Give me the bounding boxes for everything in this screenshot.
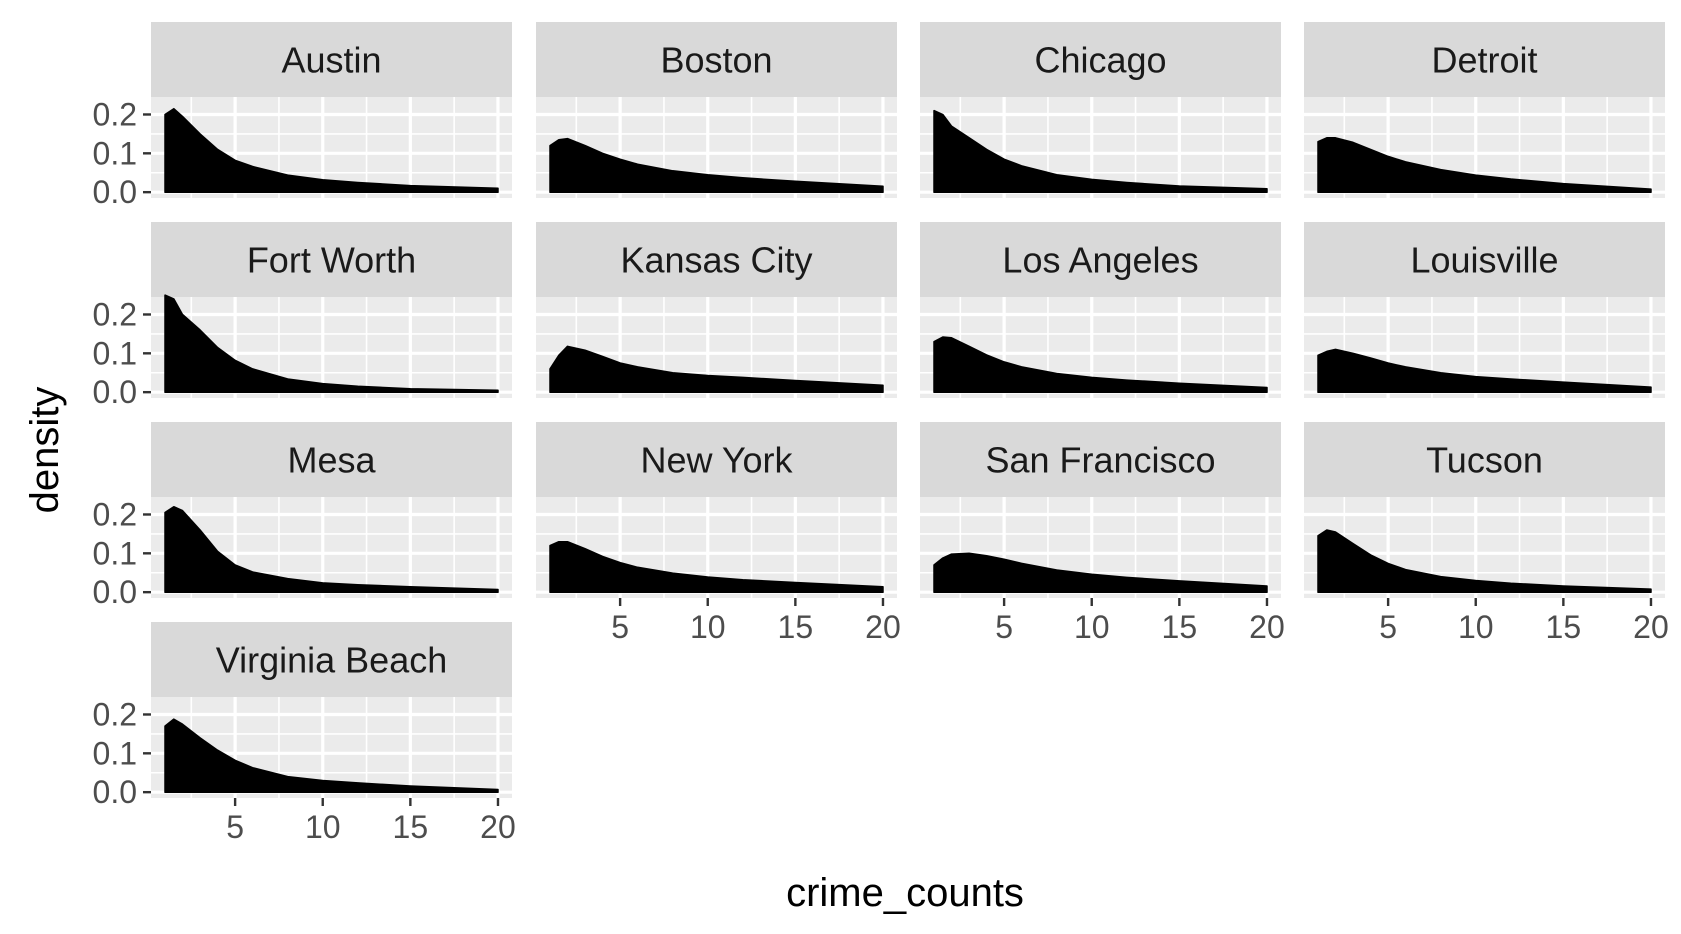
facet-label: Kansas City xyxy=(620,240,812,281)
facet-label: Austin xyxy=(281,40,381,81)
facet-panel: Louisville xyxy=(1304,222,1665,398)
density-area xyxy=(933,109,1268,193)
facet-label: Louisville xyxy=(1410,240,1558,281)
density-area xyxy=(933,552,1268,593)
facet-strip xyxy=(536,22,897,97)
y-tick-label: 0.1 xyxy=(93,735,137,771)
density-area xyxy=(1317,529,1652,593)
x-tick-label: 20 xyxy=(480,809,516,845)
x-tick-label: 10 xyxy=(305,809,341,845)
y-tick-label: 0.1 xyxy=(93,535,137,571)
facet-strip xyxy=(1304,422,1665,497)
facet-strip xyxy=(920,422,1281,497)
facet-strip xyxy=(151,22,512,97)
facet-strip xyxy=(151,422,512,497)
facet-panel: San Francisco xyxy=(920,422,1281,598)
y-tick-label: 0.2 xyxy=(93,696,137,732)
facet-panel: Fort Worth xyxy=(151,222,512,398)
x-tick-label: 5 xyxy=(995,609,1013,645)
facet-label: Virginia Beach xyxy=(216,640,448,681)
x-tick-label: 10 xyxy=(1458,609,1494,645)
facet-label: Fort Worth xyxy=(247,240,416,281)
facet-panel: Mesa xyxy=(151,422,512,598)
density-area xyxy=(1317,348,1652,393)
x-axis-title: crime_counts xyxy=(786,871,1024,915)
x-tick-label: 5 xyxy=(1379,609,1397,645)
y-tick-label: 0.1 xyxy=(93,135,137,171)
facet-strip xyxy=(920,22,1281,97)
facet-panel: Boston xyxy=(536,22,897,198)
facet-strip xyxy=(1304,222,1665,297)
y-tick-label: 0.0 xyxy=(93,374,137,410)
y-axis-title: density xyxy=(23,387,67,514)
x-tick-label: 15 xyxy=(778,609,814,645)
facet-label: Mesa xyxy=(287,440,376,481)
y-tick-label: 0.1 xyxy=(93,335,137,371)
density-area xyxy=(549,345,884,393)
facet-panel: Los Angeles xyxy=(920,222,1281,398)
y-tick-label: 0.2 xyxy=(93,296,137,332)
x-tick-label: 15 xyxy=(1162,609,1198,645)
facet-label: Los Angeles xyxy=(1002,240,1198,281)
density-area xyxy=(164,505,499,593)
y-tick-label: 0.2 xyxy=(93,96,137,132)
facet-strip xyxy=(920,222,1281,297)
x-tick-label: 10 xyxy=(690,609,726,645)
x-tick-label: 15 xyxy=(1546,609,1582,645)
facet-panel: Kansas City xyxy=(536,222,897,398)
x-tick-label: 10 xyxy=(1074,609,1110,645)
x-tick-label: 20 xyxy=(1633,609,1669,645)
facet-panels: Austin Boston Chicago Detroit Fort Worth Kans… xyxy=(151,22,1665,798)
density-area xyxy=(164,718,499,793)
facet-label: Detroit xyxy=(1431,40,1537,81)
x-tick-label: 5 xyxy=(611,609,629,645)
facet-panel: Austin xyxy=(151,22,512,198)
x-axis-ticks: 5 10 15 20 5 10 15 20 5 10 15 20 5 10 15 20 xyxy=(226,598,1669,845)
y-tick-label: 0.0 xyxy=(93,774,137,810)
density-area xyxy=(549,540,884,593)
x-tick-label: 20 xyxy=(1249,609,1285,645)
density-area xyxy=(164,294,499,393)
facet-strip xyxy=(151,222,512,297)
y-axis-ticks: 0.00.10.20.00.10.20.00.10.20.00.10.2 xyxy=(93,96,151,810)
x-tick-label: 20 xyxy=(865,609,901,645)
y-tick-label: 0.0 xyxy=(93,574,137,610)
facet-label: New York xyxy=(640,440,793,481)
x-tick-label: 15 xyxy=(393,809,429,845)
y-tick-label: 0.2 xyxy=(93,496,137,532)
facet-strip xyxy=(151,622,512,697)
facet-panel: Tucson xyxy=(1304,422,1665,598)
facet-panel: Detroit xyxy=(1304,22,1665,198)
density-area xyxy=(164,107,499,193)
y-tick-label: 0.0 xyxy=(93,174,137,210)
facet-strip xyxy=(536,222,897,297)
facet-label: Boston xyxy=(660,40,772,81)
facet-panel: Chicago xyxy=(920,22,1281,198)
x-tick-label: 5 xyxy=(226,809,244,845)
facet-label: San Francisco xyxy=(985,440,1215,481)
density-area xyxy=(1317,137,1652,193)
density-area xyxy=(549,137,884,193)
facet-label: Tucson xyxy=(1426,440,1543,481)
facet-label: Chicago xyxy=(1034,40,1166,81)
facet-panel: Virginia Beach xyxy=(151,622,512,798)
facet-strip xyxy=(1304,22,1665,97)
facet-strip xyxy=(536,422,897,497)
facet-panel: New York xyxy=(536,422,897,598)
density-area xyxy=(933,336,1268,393)
